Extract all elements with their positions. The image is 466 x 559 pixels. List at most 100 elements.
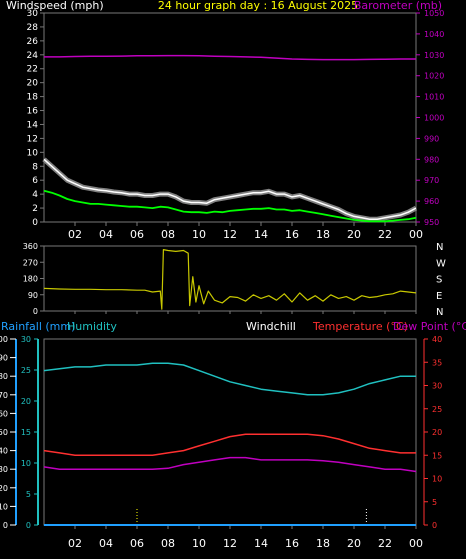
rain-x-tick-label: 04: [99, 537, 113, 550]
barometer-y-tick-label: 950: [424, 218, 439, 227]
rain-x-tick-label: 06: [130, 537, 144, 550]
barometer-line: [44, 54, 416, 61]
wind-y-tick-label: 24: [27, 51, 39, 61]
compass-label: S: [436, 275, 442, 286]
wind-x-tick-label: 10: [192, 228, 206, 241]
compass-label: N: [436, 307, 443, 318]
humidity-y-tick-label: 30: [0, 465, 8, 474]
wind-x-tick-label: 14: [254, 228, 268, 241]
wind-x-tick-label: 18: [316, 228, 330, 241]
barometer-y-tick-label: 1000: [424, 114, 444, 123]
direction-y-tick-label: 180: [23, 275, 38, 284]
wind-x-tick-label: 22: [378, 228, 392, 241]
humidity-y-tick-label: 10: [0, 502, 8, 511]
wind-average-line: [43, 189, 417, 223]
dewpoint-line: [43, 456, 417, 473]
wind-x-tick-label: 12: [223, 228, 237, 241]
rain-x-tick-label: 18: [316, 537, 330, 550]
rain-x-tick-label: 08: [161, 537, 175, 550]
wind-y-tick-label: 6: [32, 176, 38, 186]
rain-x-tick-label: 10: [192, 537, 206, 550]
temperature-y-tick-label: 20: [432, 428, 442, 437]
wind-y-tick-label: 14: [27, 120, 39, 130]
wind-y-tick-label: 30: [27, 9, 39, 19]
temperature-y-tick-label: 30: [432, 382, 442, 391]
wind-direction-line: [43, 249, 417, 310]
temperature-y-tick-label: 25: [432, 405, 442, 414]
wind-x-tick-label: 08: [161, 228, 175, 241]
barometer-y-tick-label: 960: [424, 197, 439, 206]
temperature-y-tick-label: 5: [432, 498, 437, 507]
barometer-y-tick-label: 1030: [424, 51, 444, 60]
barometer-y-tick-label: 1020: [424, 72, 444, 81]
rain-y-tick-label: 10: [21, 459, 31, 468]
wind-x-tick-label: 04: [99, 228, 113, 241]
direction-y-tick-label: 360: [23, 242, 38, 251]
humidity-y-tick-label: 0: [3, 521, 8, 530]
temperature-y-tick-label: 15: [432, 451, 442, 460]
humidity-y-tick-label: 40: [0, 447, 8, 456]
humidity-y-tick-label: 20: [0, 484, 8, 493]
direction-y-tick-label: 0: [33, 307, 38, 316]
humidity-line: [43, 362, 416, 396]
barometer-axis-title: Barometer (mb): [354, 0, 442, 12]
rain-y-tick-label: 15: [21, 428, 31, 437]
rain-x-tick-label: 00: [409, 537, 423, 550]
dewpoint-axis-title: Dew Point (°C): [393, 320, 466, 333]
rain-y-tick-label: 20: [21, 397, 31, 406]
chart-layers: 0246810121416182022242628309509609709809…: [0, 9, 446, 550]
wind-y-tick-label: 10: [27, 148, 39, 158]
rain-x-tick-label: 12: [223, 537, 237, 550]
rainfall-axis-title: Rainfall (mm): [1, 320, 75, 333]
humidity-y-tick-label: 60: [0, 409, 8, 418]
temperature-y-tick-label: 10: [432, 475, 442, 484]
humidity-y-tick-label: 80: [0, 372, 8, 381]
windchill-axis-title: Windchill: [246, 320, 296, 333]
compass-label: N: [436, 242, 443, 253]
wind-y-tick-label: 12: [27, 134, 38, 144]
windspeed-axis-title: Windspeed (mph): [6, 0, 104, 12]
humidity-y-tick-label: 70: [0, 391, 8, 400]
temperature-y-tick-label: 0: [432, 521, 437, 530]
compass-label: E: [436, 291, 442, 302]
humidity-y-tick-label: 100: [0, 335, 8, 344]
temperature-y-tick-label: 40: [432, 335, 442, 344]
barometer-y-tick-label: 1050: [424, 9, 444, 18]
rain-x-tick-label: 02: [68, 537, 82, 550]
wind-x-tick-label: 06: [130, 228, 144, 241]
wind-y-tick-label: 16: [27, 107, 39, 117]
wind-y-tick-label: 4: [32, 190, 38, 200]
wind-y-tick-label: 22: [27, 65, 38, 75]
wind-y-tick-label: 26: [27, 37, 39, 47]
rain-x-tick-label: 14: [254, 537, 268, 550]
wind-y-tick-label: 18: [27, 93, 39, 103]
barometer-y-tick-label: 1040: [424, 30, 444, 39]
wind-x-tick-label: 00: [409, 228, 423, 241]
rain-y-tick-label: 0: [26, 521, 31, 530]
rain-x-tick-label: 16: [285, 537, 299, 550]
temperature-y-tick-label: 35: [432, 358, 442, 367]
rain-y-tick-label: 30: [21, 335, 31, 344]
humidity-y-tick-label: 50: [0, 428, 8, 437]
humidity-axis-title: Humidity: [67, 320, 117, 333]
temperature-axis-title: Temperature (°C): [312, 320, 408, 333]
direction-y-tick-label: 90: [28, 291, 38, 300]
compass-label: W: [436, 258, 446, 269]
wind-y-tick-label: 28: [27, 23, 39, 33]
direction-y-tick-label: 270: [23, 258, 38, 267]
barometer-y-tick-label: 970: [424, 176, 439, 185]
barometer-y-tick-label: 980: [424, 155, 439, 164]
humidity-y-tick-label: 90: [0, 354, 8, 363]
wind-x-tick-label: 02: [68, 228, 82, 241]
wind-y-tick-label: 20: [27, 79, 39, 89]
wind-y-tick-label: 8: [32, 162, 38, 172]
barometer-y-tick-label: 1010: [424, 93, 444, 102]
wind-x-tick-label: 20: [347, 228, 361, 241]
chart-title: 24 hour graph day : 16 August 2025: [158, 0, 358, 12]
rain-x-tick-label: 20: [347, 537, 361, 550]
temperature-line: [43, 433, 416, 457]
rain-x-tick-label: 22: [378, 537, 392, 550]
wind-y-tick-label: 2: [32, 204, 38, 214]
